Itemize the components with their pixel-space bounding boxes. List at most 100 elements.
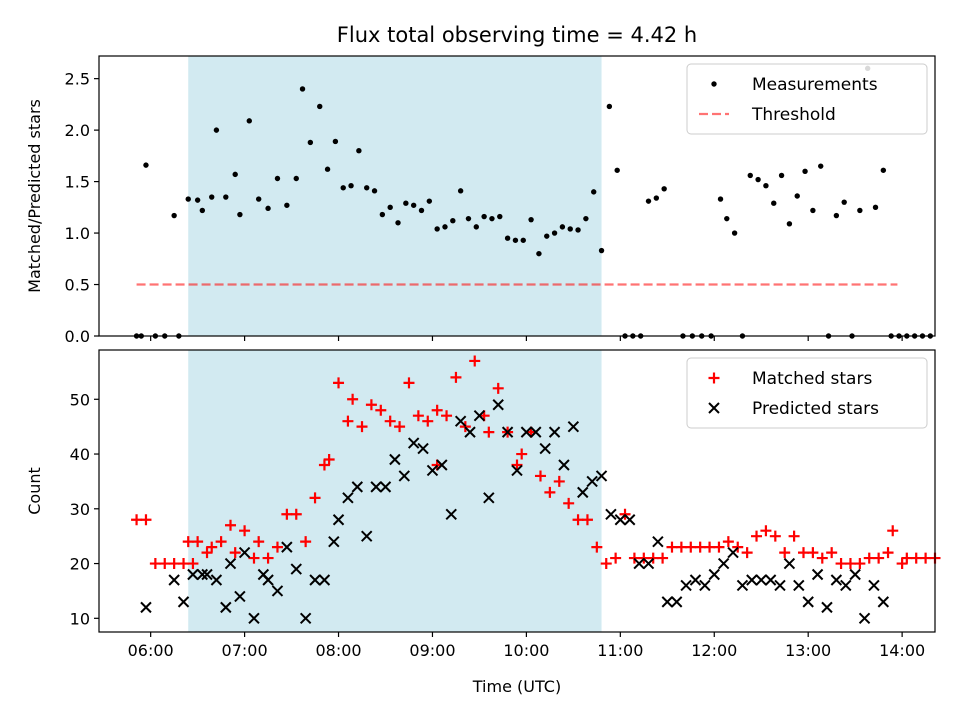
data-point (548, 426, 561, 438)
data-point (187, 558, 199, 570)
data-point (614, 167, 620, 173)
data-point (220, 601, 232, 614)
data-point (239, 525, 251, 537)
data-point (332, 514, 345, 526)
data-point (530, 426, 542, 438)
data-point (520, 426, 533, 438)
data-point (434, 226, 440, 232)
data-point (699, 579, 711, 592)
data-point (318, 574, 331, 586)
data-point (473, 410, 486, 422)
data-point (764, 574, 777, 586)
data-point (140, 601, 152, 614)
data-point (492, 399, 504, 411)
y-axis-label: Matched/Predicted stars (25, 99, 44, 293)
data-point (559, 224, 566, 230)
data-point (751, 530, 763, 542)
data-point (265, 205, 271, 212)
data-point (633, 557, 645, 570)
data-point (379, 481, 392, 493)
data-point (431, 404, 443, 416)
data-point (489, 215, 495, 222)
data-point (248, 552, 260, 564)
chart-title: Flux total observing time = 4.42 h (337, 23, 697, 47)
data-point (442, 224, 448, 230)
legend: Measurements Threshold (686, 63, 928, 135)
data-point (356, 148, 362, 154)
data-point (309, 492, 321, 504)
data-point (786, 221, 793, 227)
data-point (610, 552, 622, 564)
data-point (262, 552, 274, 564)
data-point (512, 237, 519, 243)
data-point (299, 612, 312, 625)
data-point (290, 563, 302, 575)
data-point (237, 211, 243, 218)
data-point (187, 568, 199, 581)
data-point (342, 415, 354, 427)
data-point (469, 355, 481, 367)
data-point (779, 547, 791, 559)
data-point (528, 216, 534, 223)
data-point (284, 202, 290, 208)
data-point (595, 470, 608, 482)
legend-label: Measurements (752, 75, 878, 95)
data-point (624, 514, 636, 526)
data-point (457, 188, 464, 194)
x-tick-label: 13:00 (785, 641, 831, 660)
data-point (685, 541, 697, 553)
data-point (223, 194, 229, 200)
data-point (653, 195, 660, 201)
data-point (661, 186, 667, 192)
data-point (253, 536, 265, 548)
data-point (657, 552, 669, 564)
data-point (412, 410, 424, 422)
data-point (558, 459, 570, 471)
legend-marker (708, 372, 720, 384)
data-point (328, 535, 340, 548)
data-point (835, 558, 847, 570)
data-point (224, 557, 237, 570)
data-point (361, 530, 373, 542)
data-point (747, 172, 753, 179)
y-tick-label: 2.5 (65, 70, 90, 89)
data-point (797, 547, 809, 559)
data-point (182, 536, 194, 548)
data-point (774, 579, 786, 592)
data-point (348, 183, 354, 189)
data-point (551, 230, 558, 236)
data-point (465, 215, 472, 222)
data-point (450, 218, 456, 224)
data-point (159, 558, 171, 570)
data-point (708, 568, 720, 581)
data-point (670, 596, 683, 608)
data-point (778, 172, 785, 179)
data-point (722, 536, 734, 548)
data-point (680, 579, 692, 592)
data-point (262, 574, 274, 586)
data-point (830, 574, 843, 586)
data-point (567, 226, 573, 232)
data-point (340, 185, 346, 191)
data-point (417, 442, 429, 455)
data-point (309, 574, 321, 586)
y-tick-label: 30 (70, 500, 90, 519)
data-point (910, 552, 922, 564)
data-point (591, 189, 597, 195)
data-point (234, 590, 246, 603)
data-point (704, 541, 716, 553)
data-point (213, 127, 220, 133)
data-point (868, 579, 880, 592)
data-point (872, 204, 879, 211)
y-tick-label: 50 (70, 390, 90, 409)
data-point (675, 541, 687, 553)
observing-span (188, 350, 602, 632)
data-point (638, 552, 650, 564)
data-point (811, 568, 824, 581)
y-tick-label: 20 (70, 555, 90, 574)
data-point (290, 508, 302, 520)
data-point (717, 557, 730, 570)
data-point (387, 204, 393, 211)
panel-1: 0.0 0.5 1.0 1.5 2.0 2.5 Matched/Predicted star… (25, 55, 936, 346)
data-point (317, 103, 323, 110)
